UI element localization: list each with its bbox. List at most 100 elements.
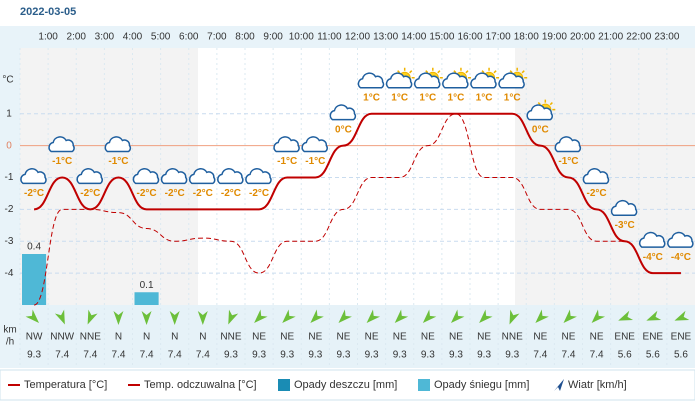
legend-box — [0, 369, 695, 401]
weather-icon — [582, 168, 610, 185]
sun-ray — [409, 70, 413, 74]
weather-icon — [638, 231, 666, 248]
wind-speed: 7.4 — [140, 350, 154, 361]
wind-speed: 5.6 — [618, 350, 632, 361]
cloud — [76, 168, 103, 185]
weather-icon — [526, 99, 556, 121]
wind-direction: N — [115, 332, 122, 343]
sun-ray — [521, 70, 525, 74]
weather-icon — [610, 199, 638, 216]
wind-speed: 9.3 — [308, 350, 322, 361]
sun-ray — [397, 70, 401, 74]
wind-arrow — [591, 309, 606, 323]
sun-ray — [437, 70, 441, 74]
wind-direction: NNE — [502, 332, 523, 343]
cloud — [301, 136, 328, 153]
weather-icon — [357, 72, 385, 89]
sun-ray — [493, 70, 497, 74]
wind-arrow — [535, 309, 549, 323]
temperature-line — [33, 112, 681, 275]
wind-speed: 7.4 — [168, 350, 182, 361]
x-tick-label: 2:00 — [67, 32, 87, 43]
wind-direction: ENE — [614, 332, 635, 343]
wind-speed: 9.3 — [505, 350, 519, 361]
temperature-label: -1°C — [277, 156, 297, 167]
weather-icon — [273, 136, 300, 153]
legend-swatch — [554, 379, 564, 391]
x-tick-label: 1:00 — [38, 32, 58, 43]
weather-icon — [104, 136, 132, 153]
x-tick-label: 13:00 — [373, 32, 398, 43]
wind-speed: 9.3 — [393, 350, 407, 361]
temperature-label: 1°C — [448, 92, 465, 103]
wind-arrow — [228, 309, 239, 325]
wind-unit: /h — [6, 337, 14, 348]
cloud — [357, 72, 385, 89]
temperature-label: -2°C — [165, 188, 185, 199]
weather-icon — [667, 231, 694, 248]
temperature-label: -1°C — [558, 156, 578, 167]
wind-arrow — [254, 309, 268, 323]
cloud — [554, 136, 582, 153]
wind-arrow — [450, 309, 465, 323]
wind-direction: NE — [308, 332, 322, 343]
weather-icon — [160, 168, 188, 185]
wind-arrow — [422, 309, 437, 323]
x-tick-label: 18:00 — [514, 32, 539, 43]
weather-icon — [301, 136, 328, 153]
x-tick-label: 12:00 — [345, 32, 370, 43]
legend-label: Opady śniegu [mm] — [434, 379, 529, 391]
cloud — [638, 231, 666, 248]
temperature-label: 0°C — [335, 124, 352, 135]
weather-icon — [442, 67, 471, 89]
wind-speed: 9.3 — [449, 350, 463, 361]
wind-speed: 9.3 — [421, 350, 435, 361]
weather-icon — [188, 168, 216, 185]
wind-direction: NE — [533, 332, 547, 343]
y-tick-label: -1 — [5, 172, 14, 183]
cloud — [610, 199, 638, 216]
wind-direction: NW — [26, 332, 43, 343]
wind-direction: NE — [365, 332, 379, 343]
temperature-label: -2°C — [80, 188, 100, 199]
cloud — [498, 72, 525, 89]
wind-arrow — [674, 310, 690, 321]
wind-speed: 5.6 — [646, 350, 660, 361]
wind-speed: 9.3 — [27, 350, 41, 361]
x-tick-label: 11:00 — [317, 32, 342, 43]
x-tick-label: 4:00 — [123, 32, 143, 43]
wind-band — [20, 305, 695, 368]
cloud — [329, 104, 357, 121]
wind-speed: 9.3 — [252, 350, 266, 361]
x-tick-label: 20:00 — [570, 32, 595, 43]
sun-ray — [465, 70, 469, 74]
cloud — [188, 168, 216, 185]
x-tick-label: 16:00 — [457, 32, 482, 43]
temperature-label: -1°C — [52, 156, 72, 167]
cloud — [104, 136, 132, 153]
x-tick-label: 9:00 — [263, 32, 283, 43]
wind-arrow — [618, 310, 634, 321]
wind-direction: NNE — [80, 332, 101, 343]
wind-speed: 5.6 — [674, 350, 688, 361]
wind-speed: 7.4 — [111, 350, 125, 361]
wind-arrow — [394, 309, 409, 323]
cloud — [470, 72, 497, 89]
cloud — [160, 168, 188, 185]
wind-direction: NE — [590, 332, 604, 343]
cloud — [385, 72, 413, 89]
wind-speed: 7.4 — [590, 350, 604, 361]
wind-speed: 9.3 — [336, 350, 350, 361]
wind-direction: NE — [252, 332, 266, 343]
weather-icon — [413, 67, 443, 89]
wind-direction: NNE — [220, 332, 241, 343]
wind-arrow — [479, 309, 493, 323]
cloud — [132, 168, 160, 185]
chart-title: 2022-03-05 — [20, 6, 76, 18]
precip-bar — [134, 292, 159, 305]
x-tick-label: 19:00 — [542, 32, 567, 43]
weather-icon — [132, 168, 160, 185]
legend-label: Temp. odczuwalna [°C] — [144, 379, 257, 391]
temperature-label: 1°C — [363, 92, 380, 103]
